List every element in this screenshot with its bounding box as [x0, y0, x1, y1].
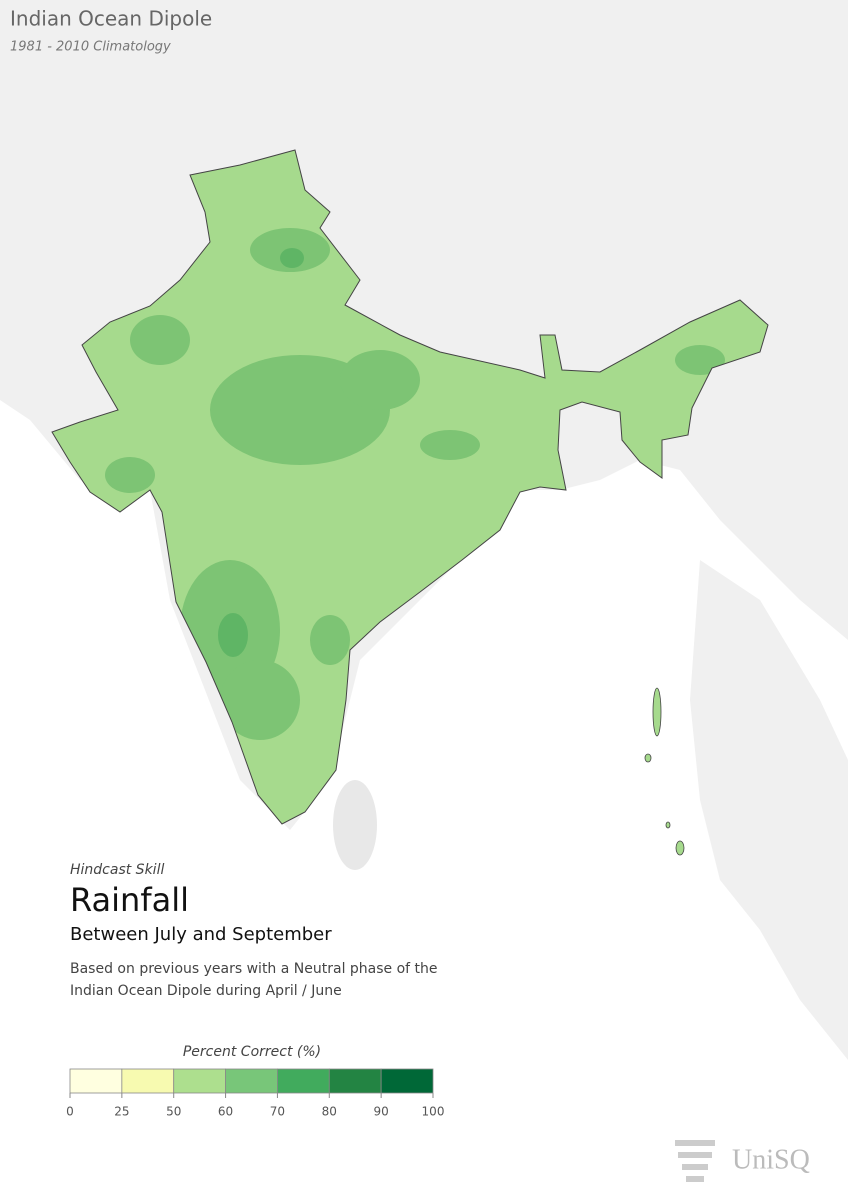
- legend-swatch: [225, 1068, 278, 1094]
- legend-swatch: [380, 1068, 434, 1094]
- legend-tick-label: 100: [422, 1105, 445, 1119]
- skill-patches: [105, 228, 725, 740]
- legend-swatch: [121, 1068, 175, 1094]
- kicker: Hindcast Skill: [70, 862, 164, 878]
- islands: [644, 687, 685, 856]
- india-map: [51, 149, 769, 856]
- description: Based on previous years with a Neutral p…: [70, 961, 438, 977]
- sri-lanka: [333, 780, 377, 870]
- skill-patches: [218, 248, 304, 657]
- logo: UniSQ: [675, 1140, 810, 1182]
- legend-tick-label: 0: [66, 1105, 74, 1119]
- legend-swatch: [277, 1068, 330, 1094]
- legend-tick-label: 90: [374, 1105, 389, 1119]
- legend-swatch: [69, 1068, 123, 1094]
- subtitle: 1981 - 2010 Climatology: [10, 40, 171, 55]
- land-background: [690, 560, 848, 1060]
- legend-title: Percent Correct (%): [183, 1044, 321, 1060]
- legend-tick-label: 70: [270, 1105, 285, 1119]
- logo-text: UniSQ: [732, 1144, 810, 1175]
- legend: 0 25 50 60 70 80 90 100: [66, 1068, 445, 1119]
- legend-tick-label: 80: [322, 1105, 337, 1119]
- variable: Rainfall: [70, 881, 189, 919]
- legend-swatch: [173, 1068, 226, 1094]
- legend-swatch: [328, 1068, 382, 1094]
- description: Indian Ocean Dipole during April / June: [70, 983, 342, 999]
- legend-tick-label: 60: [218, 1105, 233, 1119]
- title: Indian Ocean Dipole: [10, 7, 212, 31]
- legend-tick-label: 25: [114, 1105, 129, 1119]
- logo-icon: [675, 1140, 715, 1182]
- legend-tick-label: 50: [166, 1105, 181, 1119]
- period: Between July and September: [70, 924, 332, 945]
